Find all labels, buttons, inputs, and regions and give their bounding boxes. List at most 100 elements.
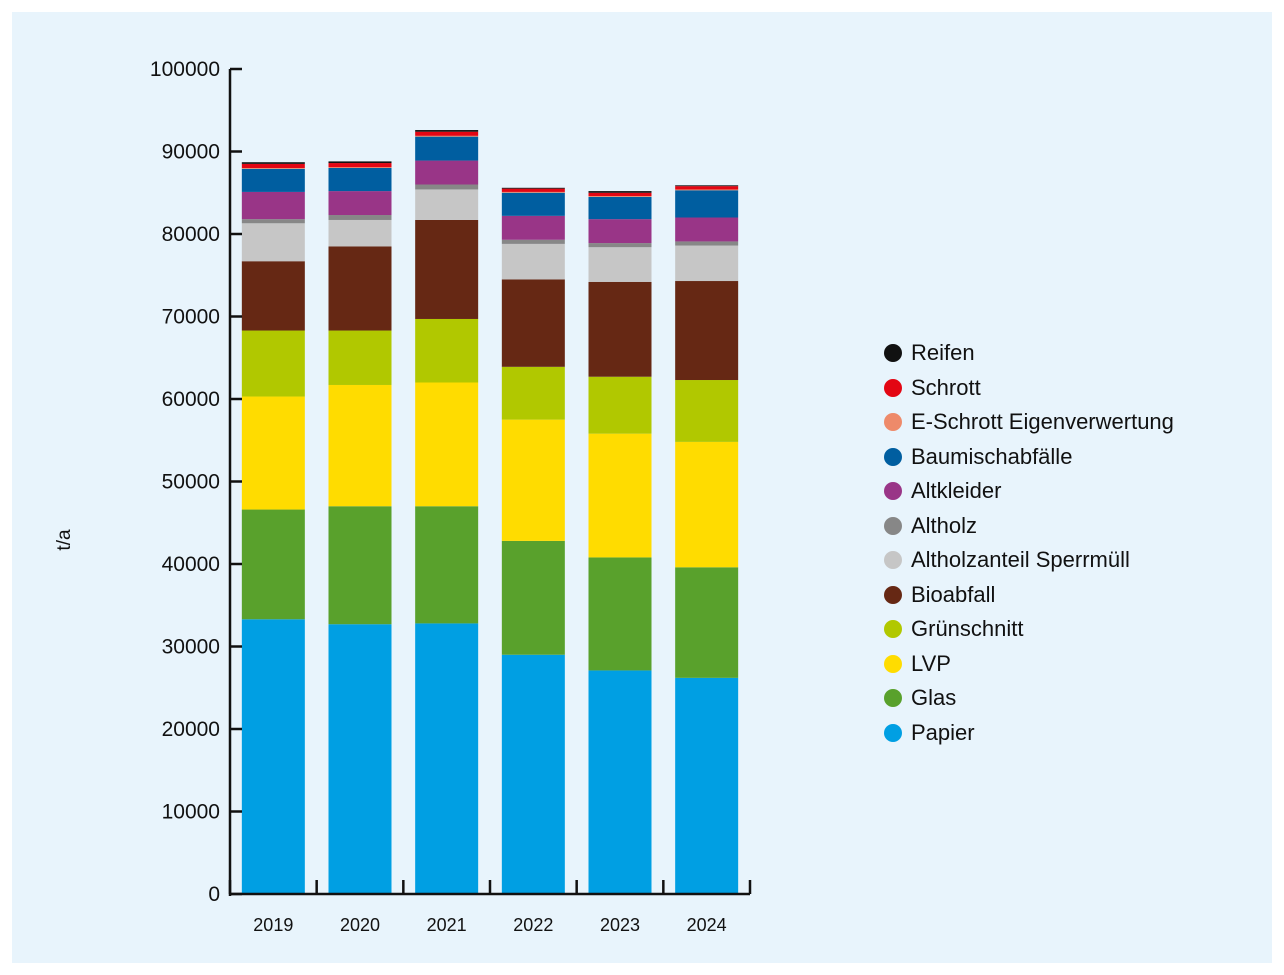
legend-item-papier: Papier [884,716,1174,751]
legend-swatch [884,447,902,466]
bar-baumischabfalle-2020 [328,168,392,192]
bar-grunschnitt-2021 [415,318,479,383]
bar-altkleider-2020 [328,191,392,216]
x-tick-label: 2022 [513,915,553,935]
legend-item-grunschnitt: Grünschnitt [884,612,1174,647]
bar-e-schrott-eigenverwertung-2019 [241,168,305,169]
bar-schrott-2023 [588,192,652,197]
bar-bioabfall-2022 [501,279,565,367]
bar-papier-2024 [675,677,739,894]
legend-item-e-schrott-eigenverwertung: E-Schrott Eigenverwertung [884,405,1174,440]
legend-swatch [884,482,902,501]
legend-label: Altholz [911,512,978,538]
legend-swatch [884,516,902,535]
y-tick-label: 0 [208,883,220,906]
bar-altkleider-2021 [415,160,479,185]
bar-glas-2022 [501,540,565,655]
bar-baumischabfalle-2019 [241,168,305,192]
y-tick-label: 90000 [162,141,220,164]
chart-panel: 2019 2020 2021 2022 2023 2024 0 10000 20000 30000… [12,12,1272,963]
bar-schrott-2024 [675,186,739,190]
bar-baumischabfalle-2022 [501,192,565,216]
bar-lvp-2019 [241,396,305,510]
legend-swatch [884,723,902,742]
bar-reifen-2021 [415,130,479,132]
bar-papier-2019 [241,619,305,894]
bar-papier-2020 [328,624,392,894]
bar-altholz-2023 [588,243,652,248]
bar-altkleider-2023 [588,219,652,244]
bar-glas-2024 [675,567,739,678]
bar-e-schrott-eigenverwertung-2021 [415,135,479,137]
x-tick-label: 2021 [427,915,467,935]
bar-altholz-2021 [415,184,479,190]
legend-label: Grünschnitt [911,616,1024,642]
bar-altholzanteil-sperrmull-2020 [328,219,392,247]
bar-baumischabfalle-2021 [415,136,479,161]
y-tick-label: 70000 [162,306,220,329]
bar-e-schrott-eigenverwertung-2022 [501,191,565,193]
y-tick-label: 50000 [162,471,220,494]
bar-altholzanteil-sperrmull-2019 [241,223,305,262]
bar-schrott-2022 [501,188,565,192]
legend-swatch [884,413,902,432]
bar-grunschnitt-2023 [588,376,652,434]
bar-reifen-2020 [328,161,392,164]
bar-glas-2021 [415,506,479,624]
y-tick-label: 20000 [162,718,220,741]
legend-item-altholzanteil-sperrmull: Altholzanteil Sperrmüll [884,543,1174,578]
bar-altholz-2019 [241,219,305,224]
bar-reifen-2024 [675,185,739,187]
bar-glas-2019 [241,509,305,620]
legend-swatch [884,378,902,397]
legend-item-baumischabfalle: Baumischabfälle [884,440,1174,475]
legend-item-reifen: Reifen [884,336,1174,371]
bar-lvp-2023 [588,433,652,558]
legend-label: Altkleider [911,478,1002,504]
legend-swatch [884,585,902,604]
stacked-bar-chart: 2019 2020 2021 2022 2023 2024 0 10000 20000 30000… [54,58,752,935]
legend-label: E-Schrott Eigenverwertung [911,409,1174,435]
bar-altholzanteil-sperrmull-2022 [501,243,565,280]
bar-grunschnitt-2024 [675,380,739,442]
y-tick-label: 60000 [162,388,220,411]
legend-swatch [884,344,902,363]
y-tick-label: 80000 [162,223,220,246]
bar-reifen-2023 [588,191,652,193]
bar-lvp-2021 [415,382,479,507]
bar-altholz-2020 [328,215,392,220]
bar-altholzanteil-sperrmull-2021 [415,189,479,220]
bar-glas-2023 [588,557,652,671]
legend-item-glas: Glas [884,681,1174,716]
legend-item-schrott: Schrott [884,371,1174,406]
y-axis-title: t/a [54,529,75,551]
x-tick-label: 2019 [253,915,293,935]
bar-baumischabfalle-2023 [588,196,652,220]
bar-altholzanteil-sperrmull-2024 [675,245,739,282]
bar-baumischabfalle-2024 [675,190,739,218]
bar-glas-2020 [328,506,392,625]
x-tick-label: 2023 [600,915,640,935]
bar-grunschnitt-2022 [501,366,565,420]
y-tick-label: 10000 [162,801,220,824]
legend-label: Bioabfall [911,581,996,607]
bar-e-schrott-eigenverwertung-2024 [675,189,739,191]
bar-schrott-2021 [415,131,479,136]
bar-bioabfall-2020 [328,246,392,331]
bar-grunschnitt-2020 [328,330,392,385]
bar-group [241,130,739,894]
bar-papier-2023 [588,670,652,894]
bar-e-schrott-eigenverwertung-2023 [588,196,652,197]
legend-label: Schrott [911,374,981,400]
bar-reifen-2019 [241,162,305,164]
bar-lvp-2022 [501,419,565,541]
bar-altkleider-2019 [241,191,305,220]
bar-bioabfall-2024 [675,281,739,381]
bar-lvp-2020 [328,384,392,507]
y-tick-label: 30000 [162,636,220,659]
x-tick-label: 2024 [687,915,727,935]
bar-altkleider-2022 [501,215,565,240]
bar-bioabfall-2019 [241,261,305,331]
legend-label: Altholzanteil Sperrmüll [911,547,1130,573]
bar-altholz-2024 [675,241,739,246]
